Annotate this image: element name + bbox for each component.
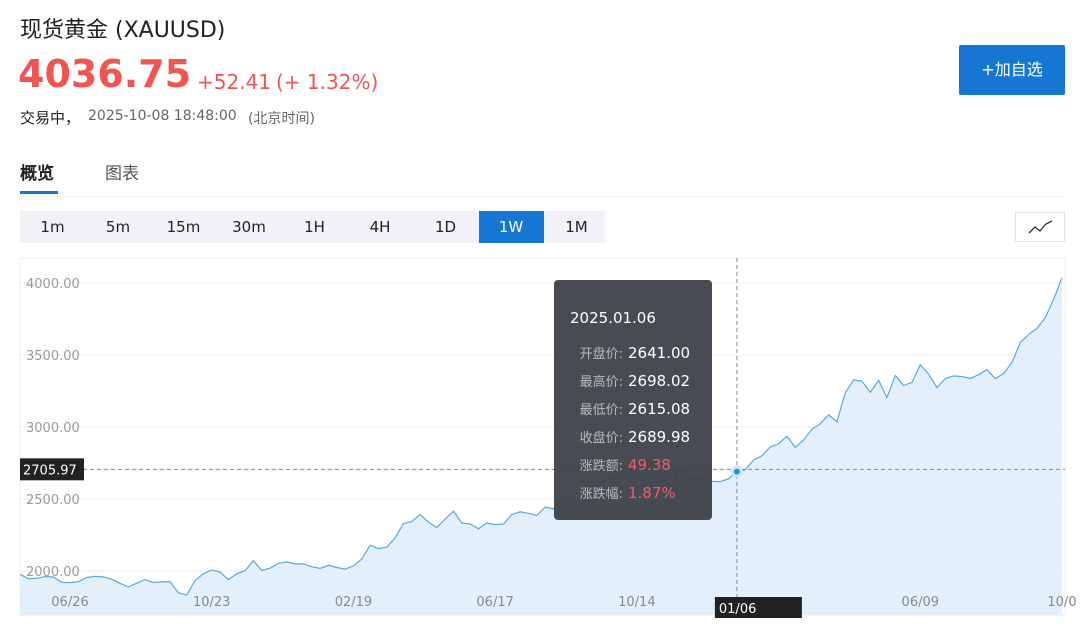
chart: 2000.00 2500.00 3000.00 3500.00 4000.00 06/26… (19, 257, 1077, 618)
period-button[interactable]: 4H (369, 218, 391, 236)
area (20, 277, 1062, 615)
watch-button[interactable]: +加自选 (959, 45, 1065, 95)
tooltip-value: 2641.00 (628, 344, 690, 362)
x-tick-label: 10/23 (193, 595, 230, 610)
tooltip-value: 2689.98 (628, 428, 690, 446)
change-pct: (+ 1.32%) (276, 70, 379, 94)
tooltip-value: 2698.02 (628, 372, 690, 390)
tooltip-label: 涨跌幅: (580, 486, 623, 502)
hover-dot (730, 465, 743, 478)
period-button[interactable]: 1D (434, 218, 457, 236)
y-tick-label: 4000.00 (26, 277, 80, 292)
change: +52.41 (197, 70, 272, 94)
timezone: (北京时间) (248, 111, 315, 127)
x-tick-label: 06/26 (51, 595, 88, 610)
price-line (19, 277, 1063, 596)
tooltip (554, 280, 712, 520)
x-tick-label: 10/0 (1047, 595, 1076, 610)
x-tick-label: 02/19 (335, 595, 372, 610)
tooltip-value: 2615.08 (628, 400, 690, 418)
tooltip-label: 开盘价: (580, 346, 623, 362)
title: 现货黄金 (XAUUSD) (20, 18, 226, 43)
icon (1028, 220, 1053, 234)
tooltip-value: 49.38 (628, 456, 671, 474)
crosshair-x-box (714, 597, 802, 618)
tooltip-date: 2025.01.06 (570, 309, 656, 327)
period-button[interactable]: 15m (166, 218, 201, 236)
x-tick-label: 06/17 (476, 595, 513, 610)
chart-type-button[interactable] (1015, 212, 1065, 242)
divider (20, 196, 1065, 197)
tab[interactable]: 图表 (105, 164, 139, 184)
x-tick-label: 10/14 (618, 595, 655, 610)
tab-underline (20, 191, 58, 194)
tooltip-label: 最高价: (580, 374, 623, 390)
tooltip-label: 最低价: (580, 403, 623, 418)
period-button[interactable]: 1H (304, 218, 325, 236)
crosshair-x-label: 01/06 (719, 602, 756, 617)
period-button[interactable]: 1W (478, 211, 544, 243)
tab[interactable]: 概览 (20, 164, 54, 184)
y-tick-label: 3000.00 (26, 421, 80, 436)
x-tick-label: 06/09 (902, 595, 939, 610)
y-tick-label: 2500.00 (26, 493, 80, 508)
tooltip-label: 涨跌额: (580, 458, 623, 474)
period-button[interactable]: 30m (232, 218, 266, 236)
period-button[interactable]: 5m (105, 218, 131, 236)
price: 4036.75 (18, 52, 192, 96)
period-button[interactable]: 1M (565, 218, 588, 236)
tooltip-value: 1.87% (628, 484, 676, 502)
status: 交易中， (20, 109, 81, 127)
period-button[interactable]: 1m (40, 218, 65, 236)
time: 2025-10-08 18:48:00 (88, 108, 237, 124)
y-tick-label: 2000.00 (26, 565, 80, 580)
crosshair-y-label: 2705.97 (23, 463, 77, 478)
y-tick-label: 3500.00 (26, 349, 80, 364)
tooltip-label: 收盘价: (580, 430, 623, 446)
crosshair-y-box (20, 458, 84, 481)
